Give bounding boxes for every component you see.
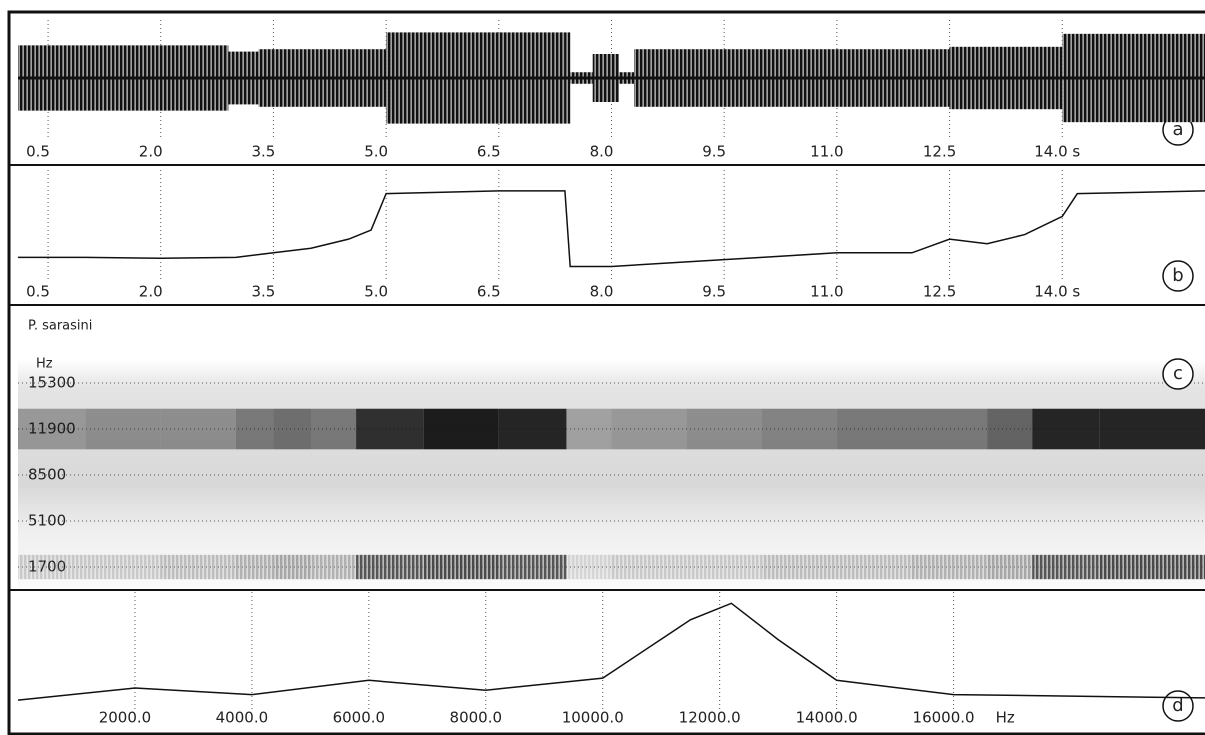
x-tick-label: 14000.0 [796, 709, 858, 727]
spectrogram-cell [1032, 555, 1100, 579]
y-axis-label: Hz [36, 357, 53, 372]
spectrogram-cell [566, 555, 611, 579]
figure: 0.52.03.55.06.58.09.511.012.514.0 sa0.52… [0, 0, 1205, 735]
spectrogram-cell [424, 555, 499, 579]
spectrogram-cell [612, 555, 687, 579]
spectrogram-cell [273, 555, 311, 579]
spectrogram-cell [273, 409, 311, 450]
spectrogram-cell [356, 409, 424, 450]
spectrogram-cell [912, 409, 987, 450]
panel-label: c [1173, 363, 1183, 384]
x-tick-label: 6.5 [477, 143, 501, 161]
spectrogram-cell [424, 409, 499, 450]
x-tick-label: 3.5 [252, 143, 276, 161]
x-tick-label: 12000.0 [679, 709, 741, 727]
spectrogram-cell [762, 409, 837, 450]
spectrogram-cell [236, 409, 274, 450]
x-tick-label: 2.0 [139, 283, 163, 301]
spectrogram-cell [18, 555, 86, 579]
spectrogram-cell [161, 555, 236, 579]
spectrogram-cell [18, 409, 86, 450]
line [18, 603, 1205, 700]
spectrogram-cell [356, 555, 424, 579]
x-tick-label: 14.0 s [1034, 283, 1080, 301]
spectrogram-cell [612, 409, 687, 450]
spectrogram-cell [762, 555, 837, 579]
x-tick-label: 6.5 [477, 283, 501, 301]
spectrogram-cell [987, 555, 1032, 579]
spectrogram-cell [1100, 409, 1205, 450]
x-tick-label: 12.5 [923, 143, 956, 161]
x-tick-label: 0.5 [26, 143, 50, 161]
x-tick-label: 8.0 [590, 143, 614, 161]
x-tick-label: 8000.0 [450, 709, 503, 727]
x-tick-label: 5.0 [364, 143, 388, 161]
spectrogram-cell [86, 409, 161, 450]
x-tick-label: 0.5 [26, 283, 50, 301]
x-tick-label: 9.5 [702, 283, 726, 301]
x-tick-label: 10000.0 [562, 709, 624, 727]
spectrogram-cell [837, 409, 912, 450]
x-tick-label: 16000.0 [913, 709, 975, 727]
spectrogram-cell [86, 555, 161, 579]
x-tick-label: 8.0 [590, 283, 614, 301]
x-tick-label: 2.0 [139, 143, 163, 161]
x-tick-label: 4000.0 [216, 709, 269, 727]
spectrogram-cell [687, 409, 762, 450]
spectrogram-cell [236, 555, 274, 579]
spectrogram-cell [837, 555, 912, 579]
spectrogram-cell [566, 409, 611, 450]
spectrogram-cell [912, 555, 987, 579]
x-tick-label: 6000.0 [333, 709, 386, 727]
x-tick-label: 9.5 [702, 143, 726, 161]
x-tick-label: 11.0 [810, 283, 843, 301]
x-tick-label: 2000.0 [99, 709, 152, 727]
spectrogram-background [18, 360, 1205, 588]
x-tick-label: 11.0 [810, 143, 843, 161]
x-tick-label: 14.0 s [1034, 143, 1080, 161]
spectrogram-cell [311, 409, 356, 450]
spectrogram-cell [499, 409, 567, 450]
spectrogram-cell [1032, 409, 1100, 450]
x-tick-label: 5.0 [364, 283, 388, 301]
x-axis-label: Hz [996, 709, 1015, 727]
y-tick-label: 15300 [28, 374, 76, 392]
x-tick-label: 12.5 [923, 283, 956, 301]
spectrogram-cell [499, 555, 567, 579]
spectrogram-cell [311, 555, 356, 579]
spectrogram-cell [987, 409, 1032, 450]
x-tick-label: 3.5 [252, 283, 276, 301]
y-tick-label: 8500 [28, 466, 66, 484]
spectrogram-cell [687, 555, 762, 579]
chart-title: P. sarasini [28, 319, 92, 334]
panel-label: b [1172, 265, 1183, 286]
spectrogram-cell [1100, 555, 1205, 579]
y-tick-label: 5100 [28, 512, 66, 530]
spectrogram-cell [161, 409, 236, 450]
